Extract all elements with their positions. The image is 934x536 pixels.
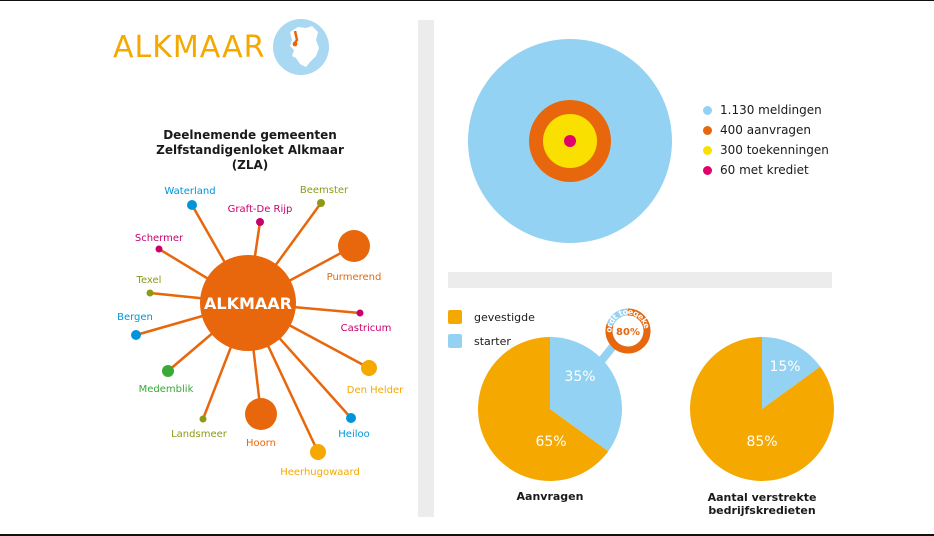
network-link — [135, 301, 249, 337]
network-node-label: Medemblik — [139, 384, 194, 395]
network-link — [158, 247, 249, 305]
pie-legend-swatch — [448, 310, 462, 324]
network-center-label: ALKMAAR — [204, 294, 292, 313]
network-node-label: Bergen — [117, 312, 153, 323]
network-link — [246, 302, 263, 415]
legend-item-krediet: 60 met krediet — [703, 160, 829, 180]
legend-swatch — [703, 125, 712, 135]
network-link — [201, 302, 250, 420]
network-node-label: Den Helder — [347, 385, 404, 396]
callout-connector — [594, 342, 618, 368]
network-node-label: Beemster — [300, 185, 349, 196]
circles-legend: 1.130 meldingen 400 aanvragen 300 toeken… — [703, 100, 829, 180]
legend-swatch — [703, 145, 712, 155]
pie-legend-swatch — [448, 334, 462, 348]
pie-slice-label: 15% — [769, 359, 800, 375]
pie-slice-label: 35% — [564, 369, 595, 385]
network-link — [149, 291, 249, 305]
network-node — [146, 289, 154, 297]
network-title: Deelnemende gemeenten Zelfstandigenloket… — [140, 128, 360, 173]
pie-legend-label: starter — [474, 334, 511, 348]
network-node — [317, 199, 325, 207]
pie2-title-line2: bedrijfskredieten — [708, 504, 816, 517]
pie1-title: Aanvragen — [516, 490, 584, 503]
network-node — [245, 398, 277, 430]
pie-slice-label: 65% — [535, 434, 566, 450]
pie-slice — [762, 337, 821, 409]
network-link — [247, 302, 352, 419]
network-node — [338, 230, 370, 262]
callout-ring-bg — [607, 310, 649, 352]
section-divider — [448, 272, 832, 288]
legend-item-meldingen: 1.130 meldingen — [703, 100, 829, 120]
pie-slice-label: 85% — [746, 434, 777, 450]
callout-ring-track — [605, 308, 651, 354]
circle-mark — [468, 39, 672, 243]
network-node-label: Texel — [136, 275, 162, 286]
network-node — [356, 309, 364, 317]
city-title: ALKMAAR — [113, 30, 266, 65]
network-node — [361, 360, 377, 376]
network-link — [167, 302, 249, 372]
pie-legend-item-gevestigde: gevestigde — [448, 305, 535, 329]
pie-slice — [550, 337, 622, 452]
callout-ring-fill — [605, 308, 651, 354]
network-link — [246, 221, 262, 304]
network-center-node — [200, 255, 296, 351]
network-node-label: Waterland — [164, 186, 215, 197]
network-link — [190, 204, 250, 304]
network-node — [256, 218, 264, 226]
pie2-title-line1: Aantal verstrekte — [707, 491, 817, 504]
callout-value: 80% — [616, 327, 640, 338]
network-node-label: Castricum — [341, 323, 392, 334]
circle-mark — [529, 100, 611, 182]
network-node-label: Schermer — [135, 233, 184, 244]
network-link — [247, 244, 355, 305]
pie-legend-item-starter: starter — [448, 329, 535, 353]
bottom-rule — [0, 534, 934, 536]
legend-item-aanvragen: 400 aanvragen — [703, 120, 829, 140]
network-node — [187, 200, 197, 210]
network-node-label: Graft-De Rijp — [228, 204, 293, 215]
network-node — [199, 415, 207, 423]
pie-legend: gevestigde starter — [448, 305, 535, 353]
legend-swatch — [703, 165, 712, 175]
network-link — [246, 302, 320, 453]
panel-divider — [418, 20, 434, 517]
network-title-line2: Zelfstandigenloket Alkmaar (ZLA) — [156, 143, 344, 172]
network-node-label: Hoorn — [246, 438, 276, 449]
network-node — [131, 330, 141, 340]
legend-label: 300 toekenningen — [720, 143, 829, 157]
network-title-line1: Deelnemende gemeenten — [163, 128, 337, 142]
network-node-label: Heerhugowaard — [280, 467, 360, 478]
pie2-title: Aantal verstrekte bedrijfskredieten — [700, 491, 824, 517]
pie-legend-label: gevestigde — [474, 310, 535, 324]
network-node-label: Purmerend — [327, 272, 382, 283]
legend-label: 400 aanvragen — [720, 123, 812, 137]
legend-label: 1.130 meldingen — [720, 103, 822, 117]
network-node-label: Landsmeer — [171, 429, 228, 440]
network-node — [346, 413, 356, 423]
network-link — [247, 301, 361, 315]
network-node-label: Heiloo — [338, 429, 369, 440]
legend-item-toekenningen: 300 toekenningen — [703, 140, 829, 160]
network-node — [310, 444, 326, 460]
circle-mark — [564, 135, 576, 147]
legend-swatch — [703, 105, 712, 115]
network-node — [155, 245, 163, 253]
network-link — [246, 202, 323, 304]
pie-slice — [477, 337, 609, 482]
circle-mark — [543, 114, 597, 168]
legend-label: 60 met krediet — [720, 163, 809, 177]
network-link — [247, 301, 370, 370]
pie-slice — [690, 337, 834, 482]
netherlands-map-icon — [273, 19, 329, 75]
top-rule — [0, 0, 934, 1]
network-node — [162, 365, 174, 377]
